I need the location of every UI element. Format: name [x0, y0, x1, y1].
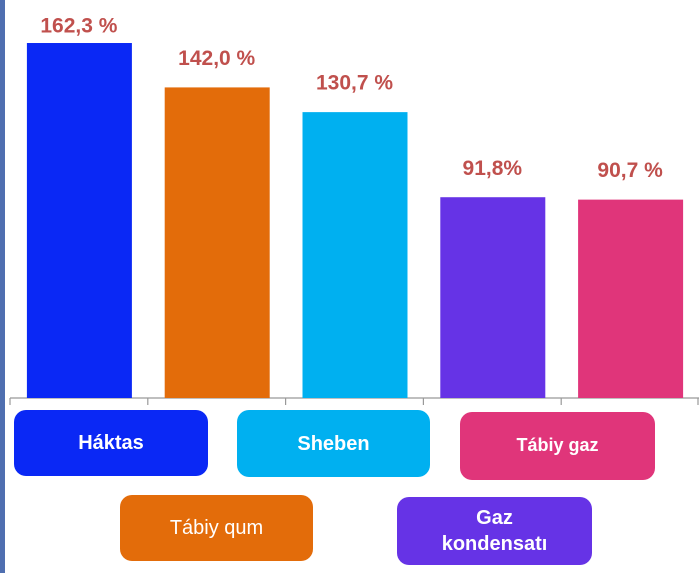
value-label: 162,3 %: [40, 15, 117, 38]
bar: [164, 87, 270, 399]
category-label: Háktas: [14, 410, 208, 476]
value-label: 130,7 %: [316, 72, 393, 95]
side-stripe: [0, 0, 5, 573]
category-label: Sheben: [237, 410, 430, 477]
value-label: 142,0 %: [178, 47, 255, 70]
category-text: Tábiy qum: [169, 517, 264, 539]
bar: [578, 199, 684, 398]
category-text: Sheben: [297, 432, 370, 455]
bar: [26, 43, 132, 399]
category-text: Gaz kondensatı: [441, 507, 548, 555]
category-text: Tábiy gaz: [516, 435, 599, 456]
value-label: 91,8%: [463, 157, 523, 180]
category-text: Háktas: [78, 432, 144, 454]
category-label: Gaz kondensatı: [397, 497, 592, 565]
bar: [440, 197, 546, 398]
category-label: Tábiy qum: [120, 495, 313, 561]
bar: [302, 112, 408, 398]
category-label: Tábiy gaz: [460, 412, 655, 480]
value-label: 90,7 %: [597, 159, 663, 182]
